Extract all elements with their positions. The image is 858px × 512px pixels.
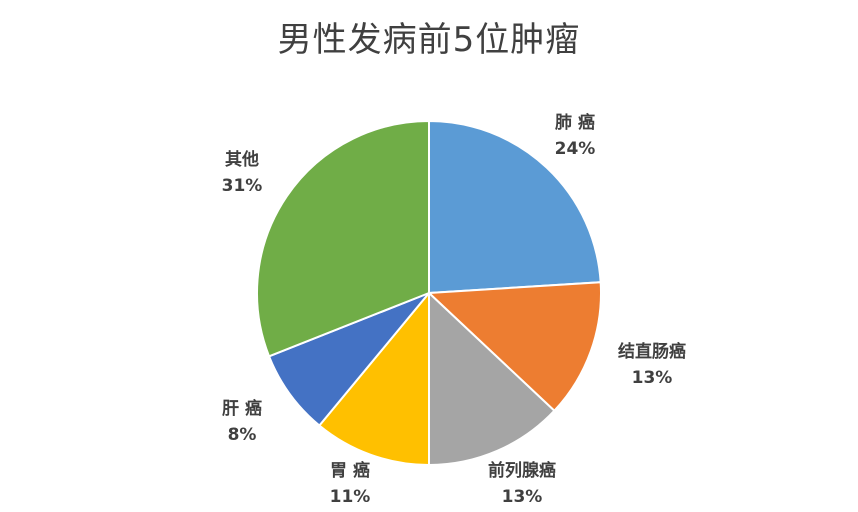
pie-slice-5 bbox=[256, 119, 430, 358]
slice-percent-label-1: 13% bbox=[632, 368, 673, 388]
slice-percent-label-2: 13% bbox=[502, 487, 543, 507]
slice-name-label-5: 其他 bbox=[225, 149, 259, 170]
slice-name-label-0: 肺 癌 bbox=[555, 112, 595, 133]
slice-percent-label-3: 11% bbox=[330, 487, 371, 507]
chart-title: 男性发病前5位肿瘤 bbox=[277, 20, 581, 60]
slice-name-label-1: 结直肠癌 bbox=[618, 341, 686, 362]
slice-percent-label-4: 8% bbox=[228, 425, 257, 445]
slice-name-label-4: 肝 癌 bbox=[222, 398, 262, 419]
slice-name-label-3: 胃 癌 bbox=[330, 460, 370, 481]
pie-slice-2 bbox=[428, 290, 556, 467]
pie-labels: 肺 癌 24% 结直肠癌 13% 前列腺癌 13% 胃 癌 11% 肝 癌 8% 其他 31% bbox=[222, 112, 686, 507]
pie-slice-3 bbox=[317, 290, 430, 467]
slice-percent-label-5: 31% bbox=[222, 176, 263, 196]
pie-slices bbox=[256, 119, 602, 467]
slice-percent-label-0: 24% bbox=[555, 139, 596, 159]
slice-name-label-2: 前列腺癌 bbox=[488, 460, 556, 481]
pie-slice-1 bbox=[426, 281, 602, 413]
pie-slice-0 bbox=[428, 119, 602, 295]
